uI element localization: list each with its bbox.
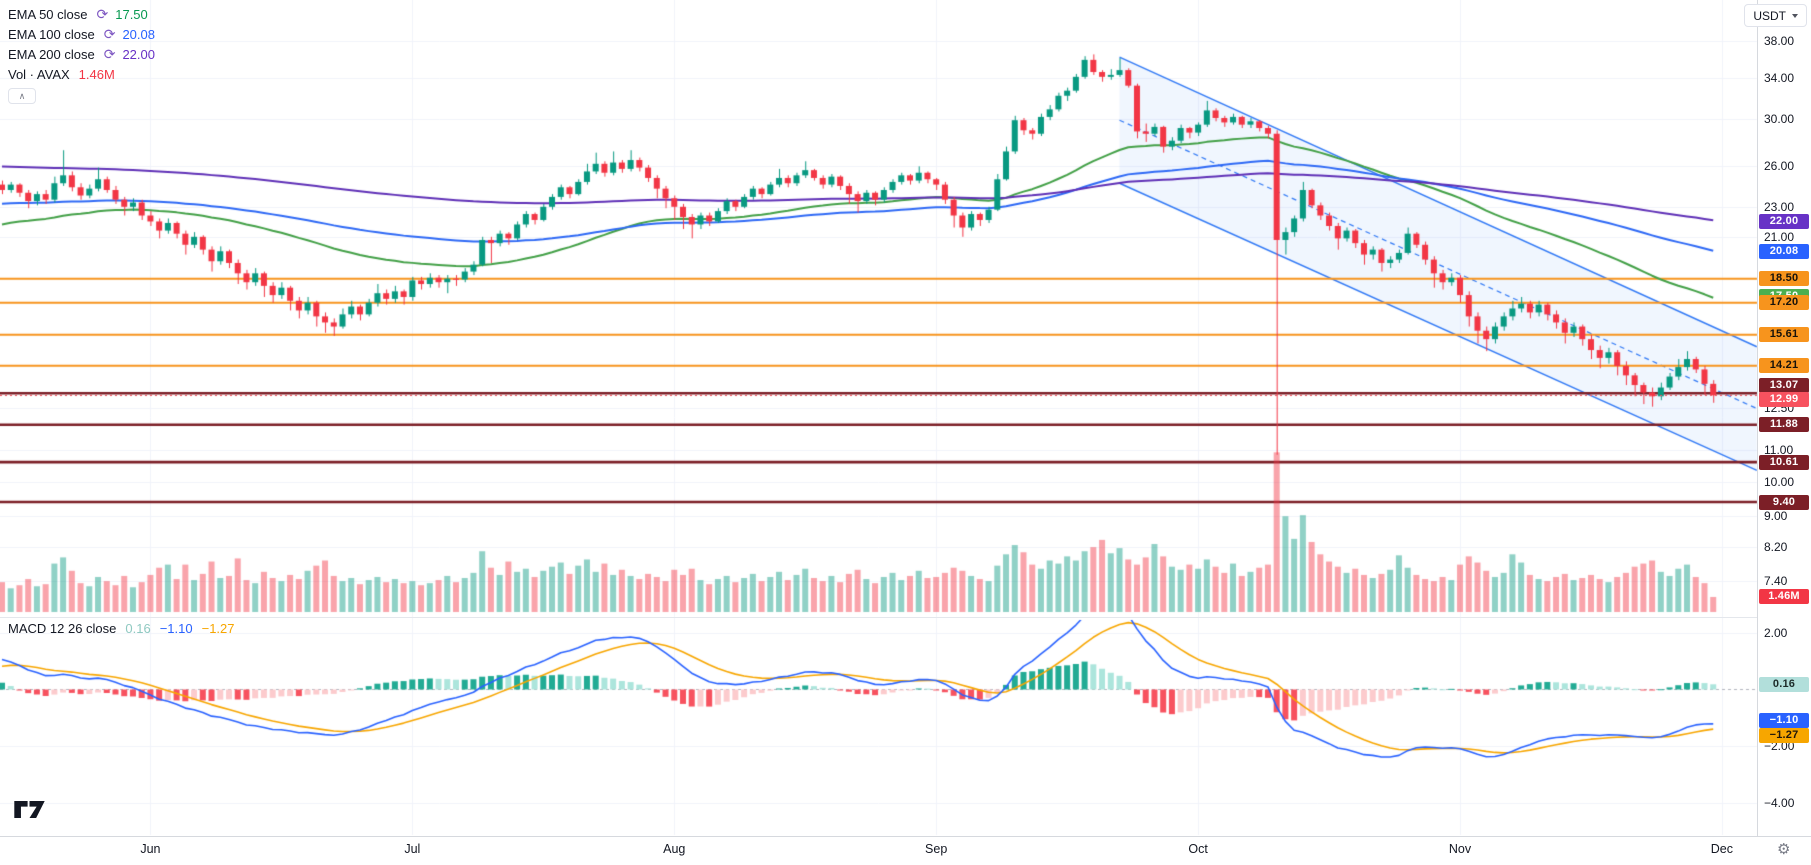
price-badge: 0.16 — [1759, 677, 1809, 693]
macd-hist-value: 0.16 — [125, 621, 151, 636]
price-badge: 17.20 — [1759, 295, 1809, 311]
currency-label: USDT — [1753, 8, 1786, 23]
price-badge: −1.27 — [1759, 727, 1809, 743]
time-axis-label: Dec — [1710, 842, 1734, 856]
price-badge: 10.61 — [1759, 454, 1809, 470]
macd-line-value: −1.10 — [159, 621, 193, 636]
legend-value: 22.00 — [122, 46, 155, 62]
price-badge: 22.00 — [1759, 213, 1809, 229]
currency-selector-button[interactable]: USDT — [1744, 4, 1807, 27]
price-badge: −1.10 — [1759, 713, 1809, 729]
price-axis-label: 34.00 — [1764, 70, 1795, 85]
legend-value: 20.08 — [122, 26, 155, 42]
price-badge: 11.88 — [1759, 417, 1809, 433]
chevron-down-icon — [1792, 13, 1798, 18]
price-axis-label: 9.00 — [1764, 509, 1788, 524]
loading-spinner-icon: ⟳ — [103, 46, 116, 62]
macd-signal-value: −1.27 — [201, 621, 235, 636]
price-badge: 12.99 — [1759, 391, 1809, 407]
pane-separator[interactable] — [0, 617, 1757, 618]
time-axis-label: Sep — [925, 842, 948, 856]
price-axis-label: 11.00 — [1764, 443, 1794, 458]
legend-label: EMA 50 close — [8, 6, 88, 22]
time-axis-label: Jul — [404, 842, 421, 856]
price-badge: 13.07 — [1759, 377, 1809, 393]
legend-ema50[interactable]: EMA 50 close ⟳ 17.50 — [8, 4, 155, 24]
price-axis-label: 8.20 — [1764, 540, 1788, 555]
price-axis-label: −4.00 — [1764, 795, 1795, 810]
price-badge: 1.46M — [1759, 589, 1809, 605]
price-badge: 15.61 — [1759, 327, 1809, 343]
macd-legend-label: MACD 12 26 close — [8, 621, 117, 636]
legend-collapse-button[interactable]: ∧ — [8, 88, 36, 104]
tradingview-logo[interactable] — [13, 800, 46, 819]
price-badge: 9.40 — [1759, 494, 1809, 510]
loading-spinner-icon: ⟳ — [103, 26, 116, 42]
price-badge: 18.50 — [1759, 271, 1809, 287]
legend-ema200[interactable]: EMA 200 close ⟳ 22.00 — [8, 44, 155, 64]
legend-label: Vol · AVAX — [8, 66, 70, 82]
legend-volume[interactable]: Vol · AVAX 1.46M — [8, 64, 155, 84]
legend-value: 17.50 — [115, 6, 148, 22]
time-axis-label: Nov — [1448, 842, 1472, 856]
time-axis[interactable] — [0, 836, 1811, 865]
price-axis-label: 30.00 — [1764, 112, 1795, 127]
indicator-legend: EMA 50 close ⟳ 17.50 EMA 100 close ⟳ 20.… — [8, 4, 155, 104]
legend-label: EMA 200 close — [8, 46, 95, 62]
macd-legend[interactable]: MACD 12 26 close 0.16 −1.10 −1.27 — [8, 621, 235, 636]
price-badge: 20.08 — [1759, 244, 1809, 260]
legend-label: EMA 100 close — [8, 26, 95, 42]
time-axis-settings-gear-icon[interactable]: ⚙ — [1777, 841, 1791, 858]
price-axis-label: 38.00 — [1764, 34, 1795, 49]
price-badge: 14.21 — [1759, 358, 1809, 374]
time-axis-label: Jun — [140, 842, 161, 856]
price-axis-label: 23.00 — [1764, 199, 1795, 214]
legend-value: 1.46M — [78, 66, 115, 82]
price-axis-label: 26.00 — [1764, 159, 1795, 174]
time-axis-label: Oct — [1188, 842, 1208, 856]
loading-spinner-icon: ⟳ — [96, 6, 109, 22]
price-axis-label: 2.00 — [1764, 626, 1788, 640]
price-axis-label: −2.00 — [1764, 739, 1795, 753]
time-axis-label: Aug — [663, 842, 686, 856]
price-axis-label: 10.00 — [1764, 474, 1795, 489]
price-axis-label: 7.40 — [1764, 574, 1788, 588]
legend-ema100[interactable]: EMA 100 close ⟳ 20.08 — [8, 24, 155, 44]
price-axis-label: 21.00 — [1764, 229, 1795, 244]
